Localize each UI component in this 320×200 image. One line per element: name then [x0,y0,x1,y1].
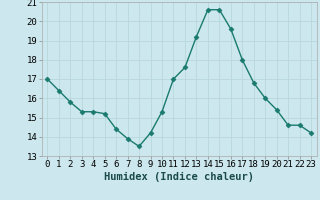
X-axis label: Humidex (Indice chaleur): Humidex (Indice chaleur) [104,172,254,182]
